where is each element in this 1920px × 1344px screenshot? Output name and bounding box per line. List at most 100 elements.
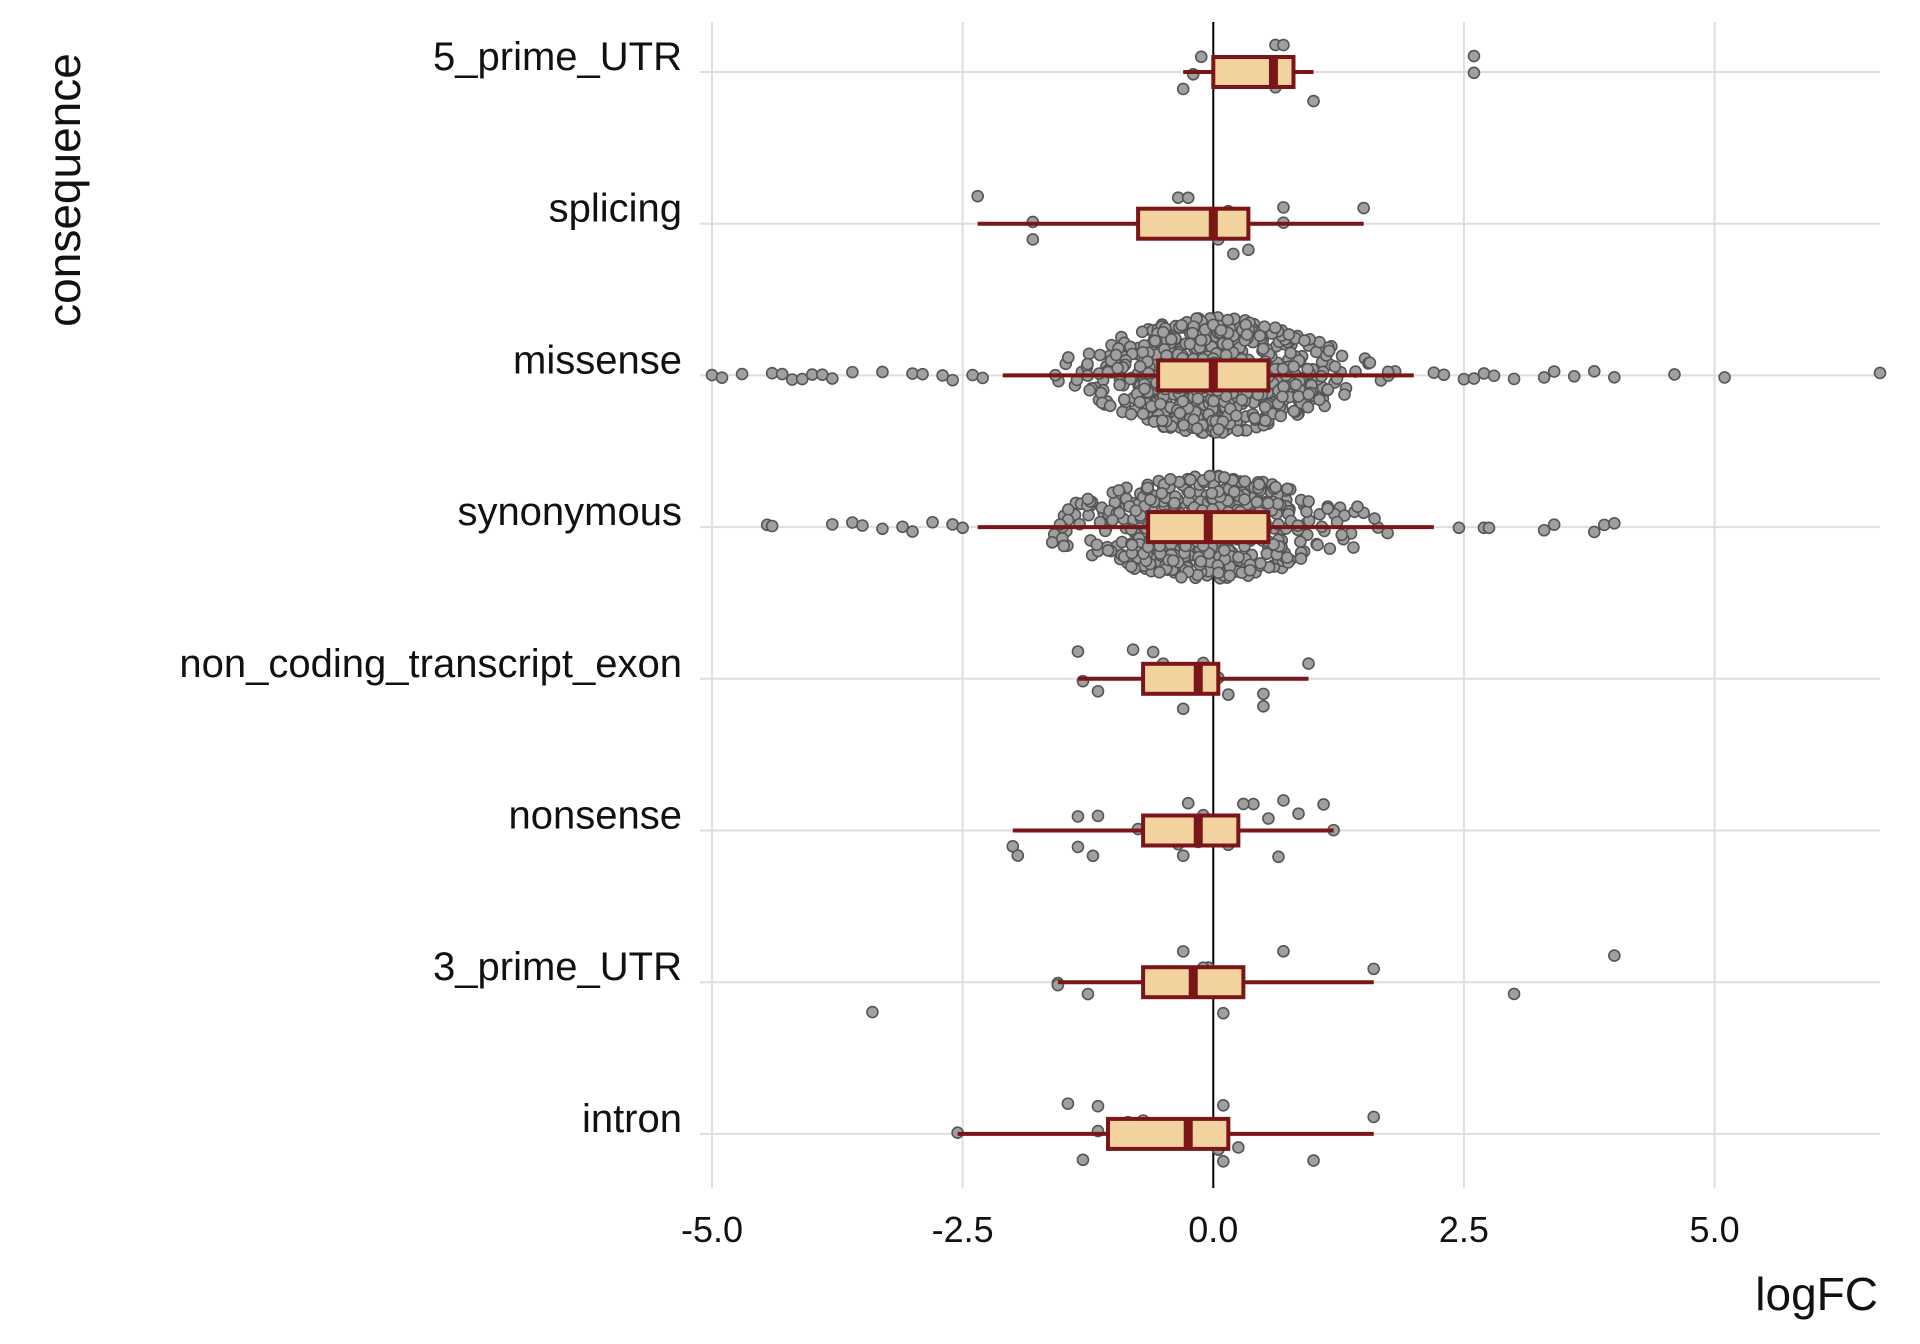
data-point — [1567, 369, 1581, 383]
data-point — [1205, 486, 1219, 500]
data-point — [715, 371, 729, 385]
data-point — [1587, 525, 1601, 539]
data-point — [1281, 482, 1294, 496]
data-point — [1335, 349, 1349, 363]
data-point — [1282, 328, 1296, 341]
data-point — [1250, 495, 1264, 509]
data-point — [1452, 521, 1466, 535]
data-point — [1597, 518, 1611, 532]
data-point — [1112, 484, 1126, 497]
data-point — [1300, 505, 1313, 518]
data-point — [1194, 555, 1208, 568]
data-point — [1232, 550, 1245, 564]
data-point — [1507, 987, 1521, 1001]
data-point — [1258, 400, 1272, 414]
data-point — [1272, 850, 1285, 864]
data-point — [1302, 657, 1315, 670]
box-iqr — [1141, 661, 1221, 696]
data-point — [1307, 94, 1320, 108]
data-point — [936, 369, 949, 382]
data-point — [1243, 563, 1257, 577]
data-point — [1381, 526, 1394, 540]
data-point — [1547, 518, 1561, 532]
data-point — [1367, 962, 1380, 976]
data-point — [1328, 360, 1342, 373]
data-point — [765, 519, 779, 533]
category-label: non_coding_transcript_exon — [179, 642, 682, 686]
data-point — [1217, 471, 1231, 484]
data-point — [1280, 551, 1294, 564]
data-point — [1184, 473, 1197, 487]
data-point — [1083, 383, 1096, 397]
data-point — [1061, 351, 1075, 364]
data-point — [1168, 496, 1181, 510]
data-point — [876, 522, 889, 536]
category-label: nonsense — [509, 794, 682, 838]
data-point — [1125, 538, 1139, 552]
data-point — [1277, 794, 1290, 807]
data-point — [1223, 569, 1236, 582]
data-point — [1176, 395, 1190, 408]
data-point — [1467, 49, 1481, 63]
data-point — [1181, 191, 1195, 205]
data-point — [1166, 554, 1180, 567]
data-point — [1240, 328, 1254, 341]
data-point — [1311, 538, 1324, 552]
data-point — [1292, 807, 1305, 820]
data-point — [1155, 487, 1169, 500]
data-point — [1267, 538, 1280, 551]
category-label: 5_prime_UTR — [433, 35, 682, 79]
box-iqr — [1141, 813, 1241, 848]
data-point — [1276, 362, 1290, 376]
data-point — [1269, 480, 1282, 494]
data-point — [1081, 987, 1095, 1001]
data-point — [846, 365, 859, 379]
x-tick-label: -5.0 — [681, 1209, 743, 1250]
category-label: 3_prime_UTR — [433, 945, 682, 989]
data-point — [1109, 348, 1123, 362]
data-point — [1718, 371, 1731, 384]
data-point — [1101, 544, 1115, 557]
x-tick-label: -2.5 — [932, 1209, 994, 1250]
data-point — [1164, 333, 1178, 346]
box-iqr — [1211, 55, 1296, 89]
data-point — [1061, 1097, 1075, 1110]
data-point — [1177, 418, 1190, 432]
data-point — [1238, 493, 1251, 506]
data-point — [1176, 945, 1190, 958]
data-point — [1217, 543, 1231, 557]
data-point — [1537, 371, 1551, 384]
data-point — [1071, 810, 1085, 823]
data-point — [1242, 243, 1255, 257]
data-point — [1222, 688, 1235, 701]
data-point — [1235, 393, 1249, 407]
data-point — [1608, 516, 1621, 530]
data-point — [976, 371, 989, 385]
data-point — [1091, 684, 1105, 698]
data-point — [1081, 357, 1094, 371]
data-point — [1190, 422, 1204, 435]
data-point — [1321, 383, 1335, 396]
y-axis-title: consequence — [38, 53, 90, 327]
data-point — [1221, 313, 1235, 327]
data-point — [1287, 360, 1301, 373]
data-point — [1294, 535, 1307, 548]
data-point — [1257, 700, 1270, 713]
data-point — [1238, 475, 1252, 488]
data-point — [1338, 388, 1351, 401]
data-point — [795, 372, 809, 386]
box-iqr — [1136, 206, 1251, 241]
data-point — [1368, 512, 1381, 525]
data-point — [1294, 552, 1308, 565]
category-label: intron — [582, 1097, 682, 1141]
data-point — [1175, 318, 1188, 332]
data-point — [1477, 367, 1491, 380]
data-point — [1207, 394, 1220, 408]
data-point — [956, 521, 969, 535]
box-layer — [957, 55, 1434, 1151]
data-point — [1268, 321, 1282, 335]
data-point — [1587, 365, 1601, 378]
data-point — [1427, 366, 1441, 379]
data-point — [1214, 323, 1228, 337]
data-point — [1363, 356, 1377, 370]
